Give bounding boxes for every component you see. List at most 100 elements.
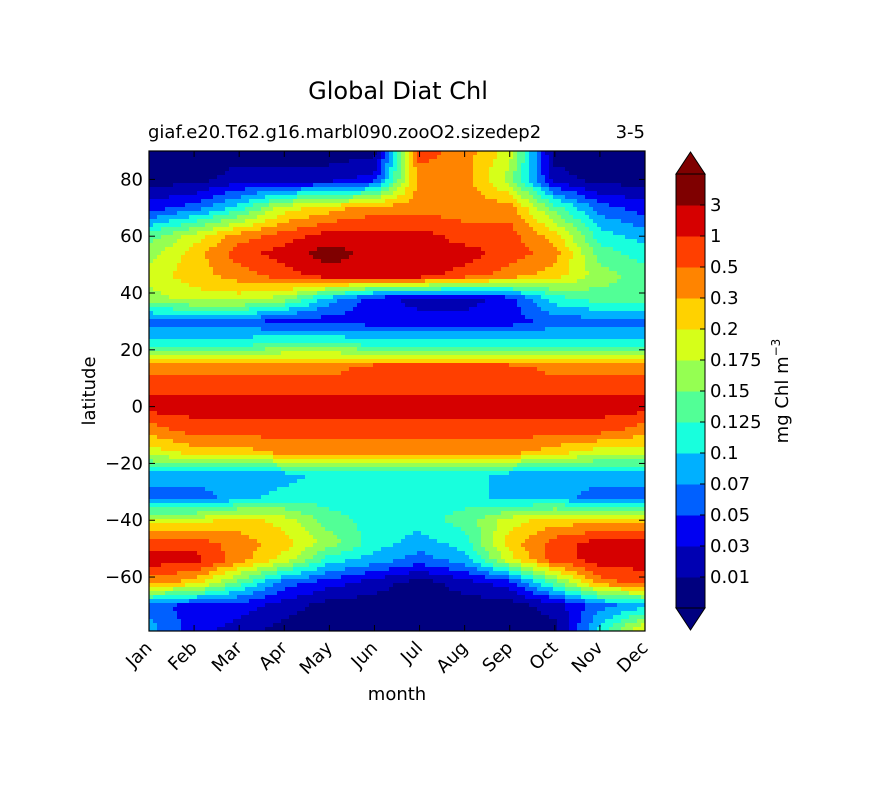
contour-cell <box>389 307 394 312</box>
contour-cell <box>453 155 458 160</box>
contour-cell <box>553 247 558 252</box>
contour-cell <box>361 219 366 224</box>
contour-cell <box>469 195 474 200</box>
contour-cell <box>565 259 570 264</box>
contour-cell <box>581 295 586 300</box>
contour-cell <box>277 159 282 164</box>
contour-cell <box>545 291 550 296</box>
contour-cell <box>357 171 362 176</box>
contour-cell <box>285 291 290 296</box>
contour-cell <box>581 219 586 224</box>
contour-cell <box>489 263 494 268</box>
contour-cell <box>613 259 618 264</box>
contour-cell <box>417 227 422 232</box>
contour-cell <box>437 211 442 216</box>
contour-cell <box>453 227 458 232</box>
contour-cell <box>605 259 610 264</box>
contour-cell <box>613 203 618 208</box>
contour-cell <box>293 295 298 300</box>
contour-cell <box>625 307 630 312</box>
contour-cell <box>181 183 186 188</box>
contour-cell <box>537 179 542 184</box>
contour-cell <box>165 235 170 240</box>
contour-cell <box>221 199 226 204</box>
contour-cell <box>537 259 542 264</box>
contour-cell <box>413 219 418 224</box>
contour-cell <box>389 291 394 296</box>
contour-cell <box>313 159 318 164</box>
contour-cell <box>437 267 442 272</box>
contour-cell <box>321 299 326 304</box>
contour-cell <box>605 287 610 292</box>
contour-cell <box>153 251 158 256</box>
contour-cell <box>581 307 586 312</box>
contour-cell <box>597 235 602 240</box>
contour-cell <box>605 159 610 164</box>
contour-cell <box>209 243 214 248</box>
contour-cell <box>277 275 282 280</box>
contour-cell <box>633 223 638 228</box>
contour-cell <box>245 243 250 248</box>
contour-cell <box>629 283 634 288</box>
contour-cell <box>445 251 450 256</box>
contour-cell <box>601 155 606 160</box>
contour-cell <box>377 303 382 308</box>
contour-cell <box>473 223 478 228</box>
contour-cell <box>325 247 330 252</box>
contour-cell <box>537 235 542 240</box>
contour-cell <box>289 279 294 284</box>
contour-cell <box>357 203 362 208</box>
contour-cell <box>521 255 526 260</box>
contour-cell <box>329 239 334 244</box>
contour-cell <box>385 171 390 176</box>
contour-cell <box>609 255 614 260</box>
contour-cell <box>493 227 498 232</box>
contour-cell <box>253 279 258 284</box>
contour-cell <box>549 303 554 308</box>
contour-cell <box>325 287 330 292</box>
contour-cell <box>581 267 586 272</box>
contour-cell <box>305 167 310 172</box>
contour-cell <box>585 211 590 216</box>
contour-cell <box>557 191 562 196</box>
contour-cell <box>253 239 258 244</box>
contour-cell <box>405 235 410 240</box>
contour-cell <box>509 263 514 268</box>
contour-cell <box>577 171 582 176</box>
chart-subtitle-left: giaf.e20.T62.g16.marbl090.zooO2.sizedep2 <box>148 122 541 143</box>
contour-field <box>149 151 645 631</box>
contour-cell <box>637 219 642 224</box>
contour-cell <box>445 195 450 200</box>
contour-cell <box>561 179 566 184</box>
contour-cell <box>513 247 518 252</box>
contour-cell <box>365 187 370 192</box>
contour-cell <box>565 195 570 200</box>
contour-cell <box>365 203 370 208</box>
contour-cell <box>509 191 514 196</box>
contour-cell <box>261 287 266 292</box>
contour-cell <box>621 231 626 236</box>
contour-cell <box>249 167 254 172</box>
contour-cell <box>253 267 258 272</box>
contour-cell <box>293 211 298 216</box>
contour-cell <box>577 243 582 248</box>
contour-cell <box>201 299 206 304</box>
contour-cell <box>557 263 562 268</box>
contour-cell <box>633 191 638 196</box>
contour-cell <box>281 151 286 156</box>
contour-cell <box>541 159 546 164</box>
contour-cell <box>409 167 414 172</box>
contour-cell <box>505 155 510 160</box>
contour-cell <box>201 155 206 160</box>
contour-cell <box>549 151 554 156</box>
contour-cell <box>597 251 602 256</box>
contour-cell <box>477 223 482 228</box>
contour-cell <box>373 219 378 224</box>
contour-cell <box>573 155 578 160</box>
contour-cell <box>389 203 394 208</box>
contour-cell <box>621 251 626 256</box>
contour-cell <box>529 235 534 240</box>
contour-cell <box>497 187 502 192</box>
contour-cell <box>209 215 214 220</box>
contour-cell <box>621 243 626 248</box>
